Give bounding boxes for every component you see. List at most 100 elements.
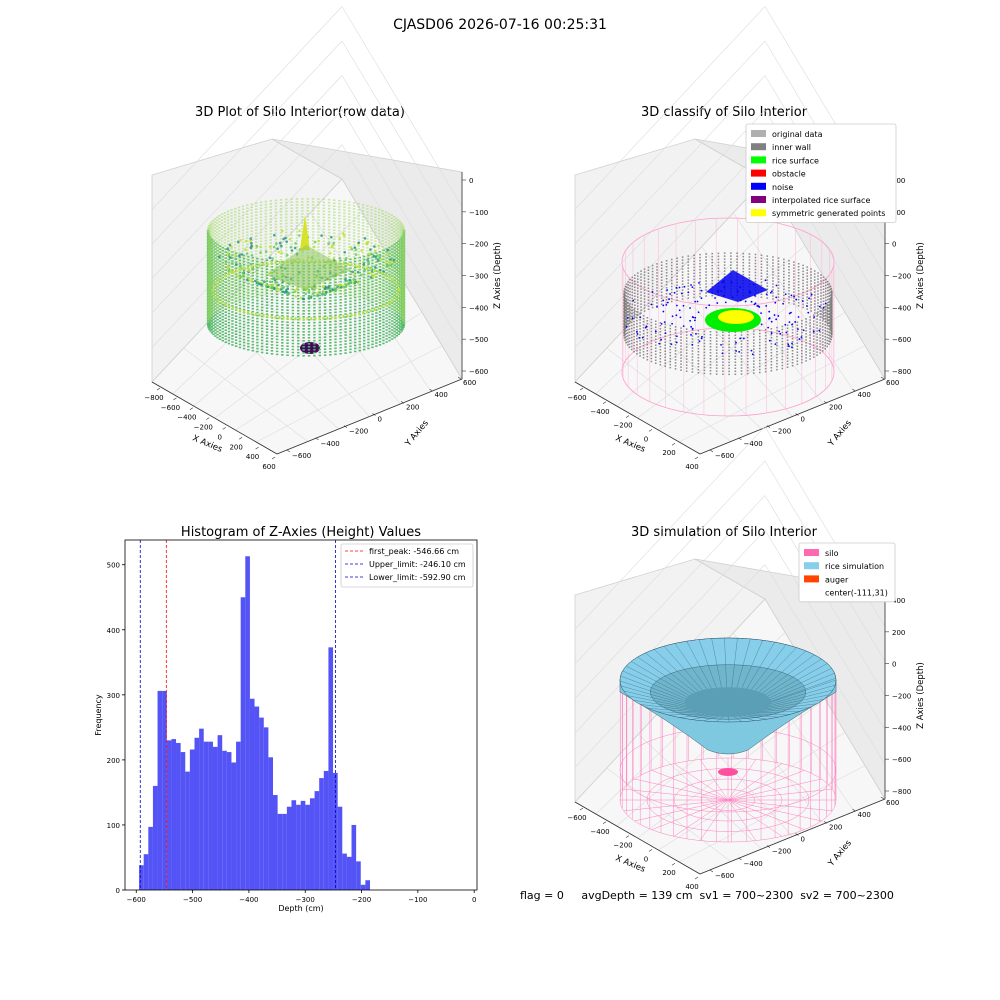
x-tick-label: 0	[217, 433, 221, 441]
noise-point	[779, 332, 782, 335]
x-axis-label: X Axies	[614, 853, 647, 875]
noise-point	[760, 312, 762, 315]
y-axis-label: Y Axies	[403, 418, 431, 449]
data-point	[338, 257, 342, 260]
data-point	[371, 275, 375, 278]
mesh-line	[626, 665, 688, 698]
data-point	[356, 265, 359, 269]
data-point	[249, 246, 253, 250]
data-point	[271, 257, 274, 260]
grid-line	[764, 529, 886, 731]
z-tick-label: −500	[469, 336, 488, 344]
histogram-bar	[346, 856, 352, 890]
data-point	[379, 258, 383, 262]
data-point	[275, 287, 279, 291]
status-footer: flag = 0 avgDepth = 139 cm sv1 = 700~230…	[520, 889, 894, 902]
y-tick-label: 0	[378, 416, 382, 424]
noise-point	[666, 289, 669, 291]
noise-point	[818, 329, 821, 332]
data-point	[328, 251, 332, 255]
x-tick	[648, 429, 653, 432]
noise-point	[769, 291, 772, 294]
noise-point	[735, 350, 738, 352]
y-tick-label: −600	[715, 872, 734, 880]
data-point	[386, 253, 389, 257]
noise-point	[788, 345, 790, 348]
y-tick	[823, 821, 828, 824]
z-tick-label: −200	[892, 693, 911, 701]
data-point	[236, 240, 240, 244]
noise-point	[767, 326, 770, 329]
grid-line	[151, 75, 343, 279]
noise-point	[683, 285, 686, 288]
noise-point	[667, 301, 669, 304]
data-point	[325, 290, 328, 294]
mesh-line	[769, 689, 833, 706]
data-point	[228, 243, 232, 247]
histogram-bar	[180, 752, 186, 890]
mesh-line	[645, 652, 696, 693]
data-point	[338, 283, 342, 287]
data-point	[322, 290, 326, 294]
data-point	[278, 241, 282, 245]
noise-point	[691, 286, 694, 289]
x-tick-label: −500	[183, 896, 202, 904]
x-tick-label: −200	[613, 842, 632, 850]
data-point	[338, 237, 342, 240]
mesh-line	[627, 695, 688, 708]
y-tick-label: −400	[744, 440, 763, 448]
data-point	[327, 242, 330, 245]
histogram-bar	[254, 706, 260, 890]
y-tick-label: 600	[886, 379, 899, 387]
data-point	[349, 245, 353, 249]
data-point	[268, 256, 272, 260]
data-point	[354, 248, 358, 252]
data-point	[332, 241, 335, 245]
mesh-line	[767, 663, 828, 697]
mesh-line	[770, 684, 836, 704]
data-point	[328, 286, 332, 290]
noise-point	[700, 337, 703, 340]
noise-point	[812, 330, 815, 333]
grid-line	[151, 6, 343, 210]
noise-point	[654, 330, 657, 333]
histogram-bar	[208, 741, 213, 890]
mesh-line	[637, 656, 692, 695]
y-axis-label: Y Axies	[826, 418, 854, 449]
data-point	[269, 245, 272, 249]
data-point	[290, 249, 294, 252]
grid-line	[574, 40, 766, 245]
noise-point	[773, 314, 776, 316]
noise-point	[668, 298, 670, 301]
data-point	[313, 240, 317, 244]
noise-point	[813, 316, 816, 318]
histogram-bar	[263, 727, 269, 890]
symmetric-points	[718, 310, 754, 324]
z-tick-label: −600	[469, 368, 488, 376]
data-point	[332, 257, 336, 260]
z-tick-label: −800	[892, 368, 911, 376]
histogram-bar	[176, 742, 181, 890]
data-point	[260, 283, 263, 286]
noise-point	[638, 337, 641, 339]
data-point	[274, 281, 277, 284]
data-point	[330, 235, 333, 239]
mesh-line	[716, 716, 724, 722]
data-point	[367, 261, 370, 265]
mesh-line	[623, 690, 687, 706]
y-tick	[738, 437, 742, 441]
data-point	[235, 263, 238, 266]
histogram-bar	[273, 795, 278, 890]
data-point	[386, 248, 390, 252]
x-tick	[625, 415, 630, 418]
x-tick-label: −600	[127, 896, 146, 904]
noise-point	[678, 286, 681, 289]
noise-point	[696, 300, 699, 303]
histogram-bar	[231, 762, 237, 890]
x-tick-label: −200	[352, 896, 371, 904]
noise-point	[788, 321, 791, 324]
noise-point	[791, 342, 793, 345]
legend-label: inner wall	[772, 143, 811, 152]
noise-point	[675, 314, 678, 317]
